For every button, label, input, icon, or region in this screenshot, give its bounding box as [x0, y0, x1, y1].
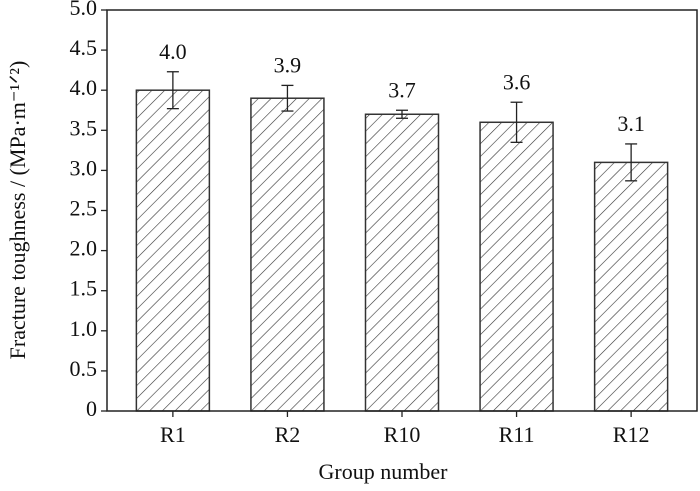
bar [135, 89, 211, 412]
y-tick-label: 1.5 [70, 276, 98, 301]
x-tick-label: R1 [160, 422, 186, 447]
y-tick-label: 0 [86, 396, 97, 421]
plot-frame [106, 9, 698, 412]
x-tick-label: R2 [275, 422, 301, 447]
y-tick-label: 5.0 [70, 0, 98, 20]
y-tick-label: 3.0 [70, 155, 98, 180]
value-label: 3.9 [274, 52, 302, 77]
y-tick-label: 2.0 [70, 236, 98, 261]
x-tick-label: R12 [613, 422, 650, 447]
y-tick-label: 1.0 [70, 316, 98, 341]
x-tick-label: R10 [384, 422, 421, 447]
y-tick-label: 2.5 [70, 196, 98, 221]
x-axis-label: Group number [319, 459, 449, 484]
bar [593, 161, 669, 412]
y-tick-label: 0.5 [70, 356, 98, 381]
value-label: 3.6 [503, 69, 531, 94]
y-tick-label: 3.5 [70, 115, 98, 140]
y-axis-label: Fracture toughness / (MPa·m⁻¹ᐟ²) [5, 61, 30, 360]
value-label: 3.7 [388, 77, 416, 102]
bar [364, 113, 440, 412]
bar [479, 121, 554, 412]
y-tick-label: 4.5 [70, 35, 98, 60]
y-tick-label: 4.0 [70, 75, 98, 100]
value-label: 4.0 [159, 39, 187, 64]
bar [250, 97, 325, 412]
x-tick-label: R11 [499, 422, 535, 447]
value-label: 3.1 [617, 111, 645, 136]
